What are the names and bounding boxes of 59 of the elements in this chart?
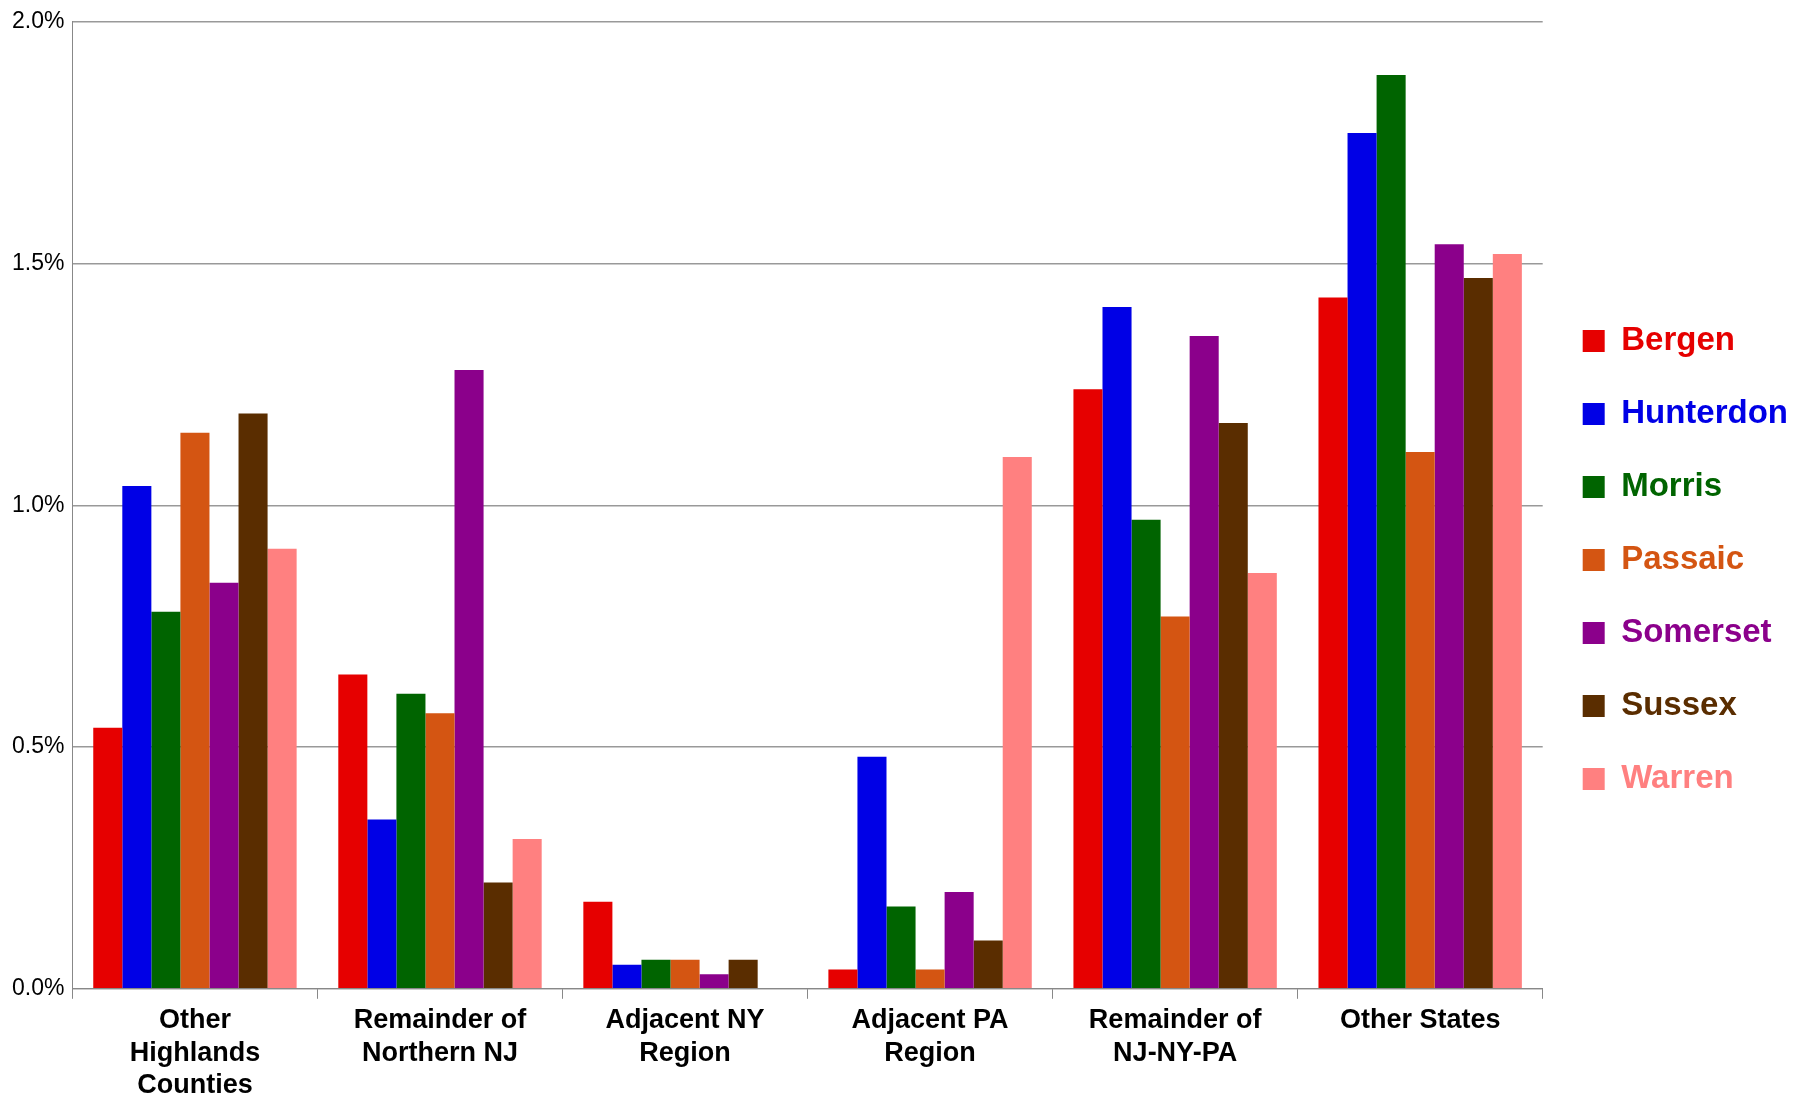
bar (367, 819, 397, 989)
x-tick-label: Remainder of NJ-NY-PA (1088, 1004, 1263, 1067)
x-tick-label: Adjacent NY Region (605, 1004, 765, 1067)
bar (93, 727, 123, 989)
x-tick-label: Adjacent PA Region (851, 1004, 1009, 1067)
bar (915, 969, 945, 989)
bar (973, 940, 1003, 989)
y-tick-label: 1.5% (11, 248, 65, 275)
bar (209, 582, 239, 989)
bar (944, 892, 974, 989)
bar (483, 882, 513, 989)
bar (641, 959, 671, 989)
bar (1318, 297, 1348, 989)
bar (1347, 133, 1377, 989)
bar (728, 959, 758, 989)
legend-label: Hunterdon (1621, 393, 1789, 431)
bar (1131, 519, 1161, 989)
bar (1247, 572, 1277, 989)
bar (338, 674, 368, 989)
bar (454, 369, 484, 989)
y-tick-label: 1.0% (11, 490, 65, 517)
bar (1463, 278, 1493, 989)
bar (1002, 456, 1032, 989)
bar (425, 713, 455, 989)
bar (1218, 423, 1248, 989)
bar (612, 964, 642, 989)
bar (1492, 253, 1522, 989)
bar (1405, 452, 1435, 989)
legend-label: Somerset (1621, 612, 1772, 650)
x-tick-label: Remainder of Northern NJ (353, 1004, 528, 1067)
bar (1376, 74, 1406, 989)
bar (1160, 616, 1190, 989)
bar (396, 693, 426, 989)
bar (828, 969, 858, 989)
bar (151, 611, 181, 989)
bar (512, 838, 542, 989)
bar (1102, 307, 1132, 989)
legend-label: Bergen (1621, 320, 1735, 358)
bar (583, 901, 613, 989)
y-tick-label: 2.0% (11, 7, 65, 34)
bar (238, 413, 268, 989)
x-tick-label: Other Highlands Counties (129, 1004, 261, 1100)
bar (857, 756, 887, 989)
bar (670, 959, 700, 989)
legend-label: Sussex (1621, 685, 1738, 723)
legend-label: Passaic (1621, 539, 1745, 577)
y-tick-label: 0.5% (11, 732, 65, 759)
bar (886, 906, 916, 989)
bar (1434, 244, 1464, 989)
x-tick-label: Other States (1339, 1004, 1501, 1035)
bar (1073, 389, 1103, 989)
bar (180, 432, 210, 989)
y-tick-label: 0.0% (11, 974, 65, 1001)
bar (699, 974, 729, 989)
legend-label: Morris (1621, 466, 1723, 504)
legend-label: Warren (1621, 758, 1734, 796)
bar (267, 548, 297, 989)
bar (1189, 336, 1219, 989)
bar (122, 485, 152, 989)
